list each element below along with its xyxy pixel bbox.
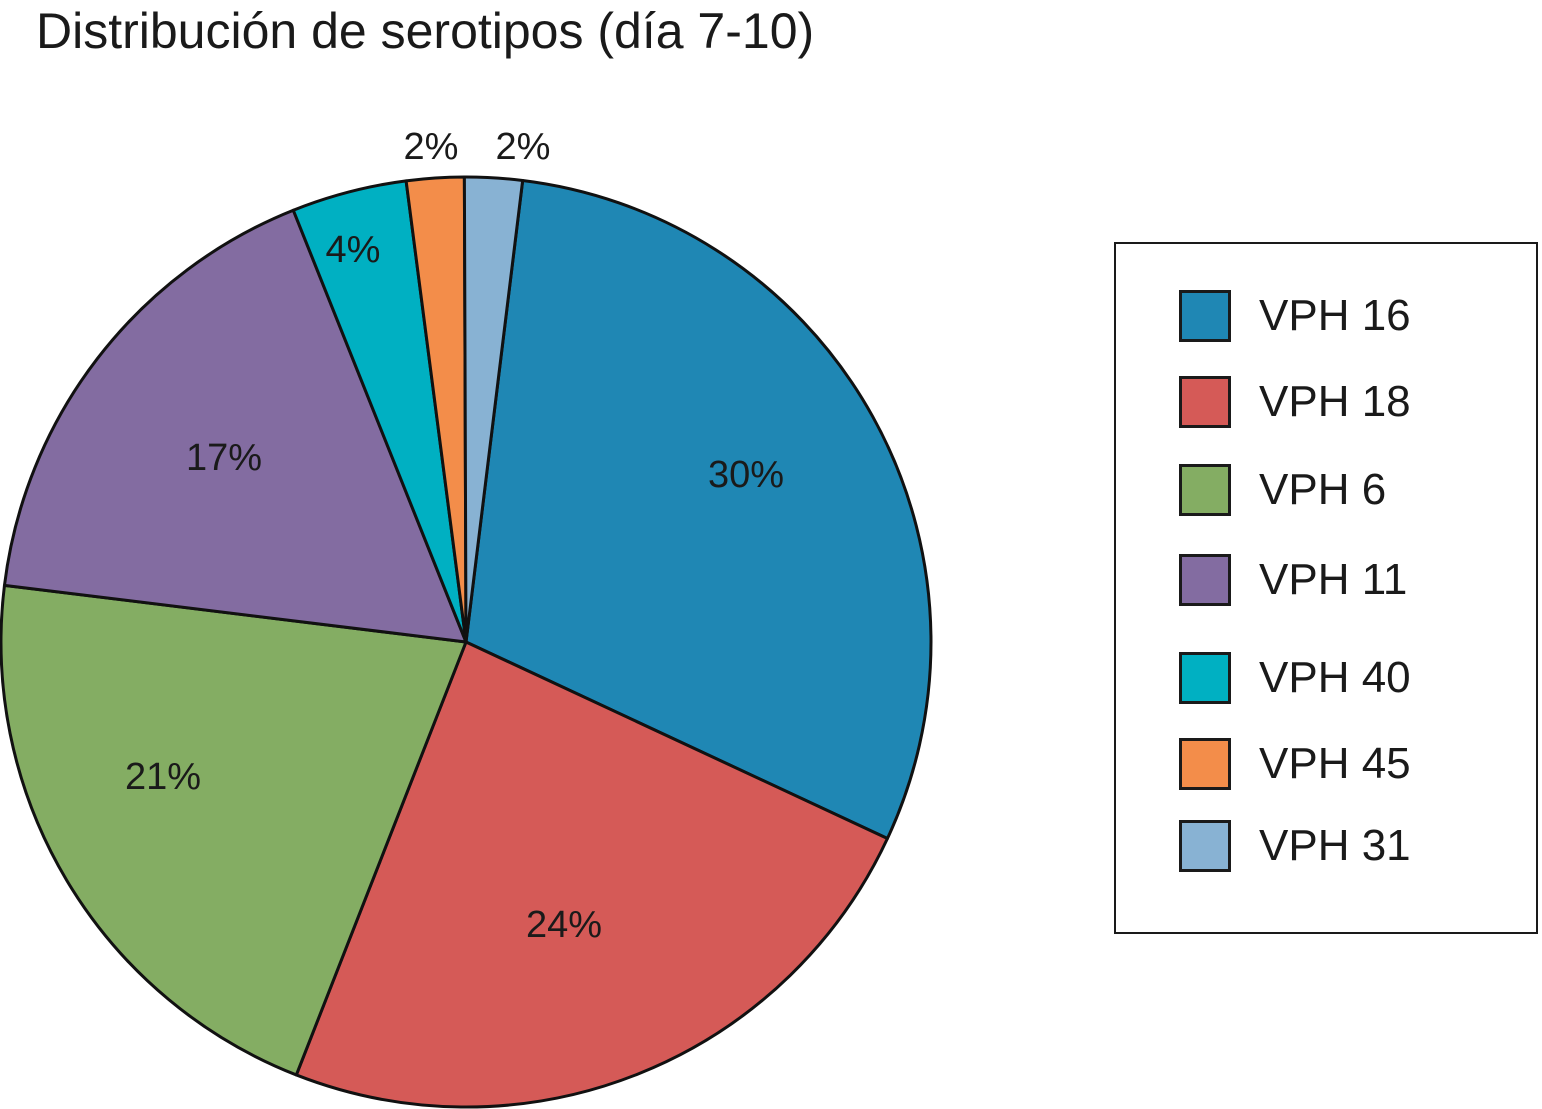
legend-swatch [1179, 554, 1231, 606]
legend-swatch [1179, 820, 1231, 872]
legend-item-vph-6: VPH 6 [1179, 462, 1386, 518]
legend-label: VPH 6 [1259, 465, 1387, 514]
legend: VPH 16 VPH 18 VPH 6 VPH 11 VPH 40 VPH 45 VPH 3… [1114, 242, 1538, 934]
legend-item-vph-31: VPH 31 [1179, 818, 1411, 874]
pie-slice-vph-18 [294, 640, 889, 1109]
legend-label: VPH 31 [1259, 821, 1411, 870]
slice-label-vph-11: 17% [186, 437, 262, 479]
slice-label-vph-45: 2% [404, 126, 459, 168]
legend-item-vph-16: VPH 16 [1179, 288, 1411, 344]
legend-swatch [1179, 652, 1231, 704]
slice-label-vph-40: 4% [326, 229, 381, 271]
pie-slice-vph-31 [462, 175, 525, 644]
slice-label-vph-31: 2% [496, 126, 551, 168]
legend-label: VPH 40 [1259, 653, 1411, 702]
legend-label: VPH 11 [1259, 555, 1408, 604]
pie-slice-vph-16 [464, 178, 933, 841]
legend-swatch [1179, 376, 1231, 428]
chart-title: Distribución de serotipos (día 7-10) [36, 3, 815, 59]
legend-label: VPH 16 [1259, 291, 1411, 340]
legend-swatch [1179, 738, 1231, 790]
slice-label-vph-18: 24% [526, 904, 602, 946]
legend-item-vph-11: VPH 11 [1179, 552, 1407, 608]
pie-slices [0, 175, 933, 1109]
legend-swatch [1179, 290, 1231, 342]
legend-label: VPH 18 [1259, 377, 1411, 426]
legend-item-vph-40: VPH 40 [1179, 650, 1411, 706]
slice-label-vph-6: 21% [125, 756, 201, 798]
pie-slice-vph-6 [0, 583, 468, 1077]
legend-label: VPH 45 [1259, 739, 1411, 788]
legend-item-vph-45: VPH 45 [1179, 736, 1411, 792]
slice-label-vph-16: 30% [708, 454, 784, 496]
pie-slice-vph-11 [2, 208, 468, 644]
legend-swatch [1179, 464, 1231, 516]
legend-item-vph-18: VPH 18 [1179, 374, 1411, 430]
pie-labels: 30% 24% 21% 17% 4% 2% 2% [125, 126, 784, 946]
